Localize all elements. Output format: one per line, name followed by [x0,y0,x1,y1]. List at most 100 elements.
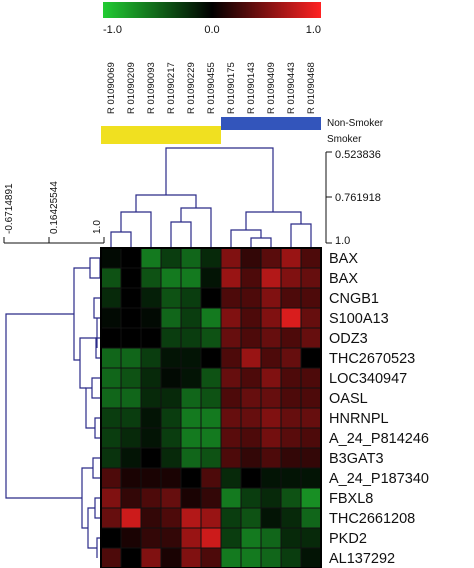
heatmap-cell [140,427,162,449]
heatmap-cell [160,507,182,529]
heatmap-cell [220,507,242,529]
group-bar-non-smoker [221,117,321,130]
sample-label: R 01090143 [246,62,257,114]
heatmap-cell [120,247,142,269]
sample-label: R 01090093 [146,62,157,114]
heatmap-cell [120,427,142,449]
heatmap-cell [140,247,162,269]
heatmap-cell [100,247,122,269]
gene-label: AL137292 [329,551,395,567]
heatmap-cell [200,527,222,549]
heatmap-cell [300,407,322,429]
heatmap-cell [140,407,162,429]
heatmap-cell [260,307,282,329]
heatmap-cell [260,287,282,309]
heatmap-cell [200,547,222,568]
heatmap-cell [220,307,242,329]
heatmap-cell [100,347,122,369]
row-scale-label-right: 1.0 [92,220,103,234]
sample-label: R 01090209 [126,62,137,114]
heatmap-cell [120,347,142,369]
gene-label: OASL [329,391,368,407]
heatmap-cell [160,447,182,469]
heatmap-cell [220,487,242,509]
heatmap-cell [100,387,122,409]
heatmap-cell [120,307,142,329]
heatmap-cell [220,547,242,568]
heatmap-cell [220,287,242,309]
heatmap-cell [260,507,282,529]
heatmap-cell [200,487,222,509]
heatmap-cell [260,367,282,389]
sample-label: R 01090069 [106,62,117,114]
heatmap-cell [140,527,162,549]
heatmap-cell [300,507,322,529]
heatmap-cell [280,247,302,269]
heatmap-cell [200,307,222,329]
heatmap-cell [300,487,322,509]
heatmap-cell [280,347,302,369]
heatmap-cell [300,307,322,329]
group-bar-smoker [101,126,221,144]
legend-smoker: Smoker [327,134,362,145]
heatmap-cell [280,307,302,329]
heatmap-cell [280,427,302,449]
heatmap-cell [180,467,202,489]
heatmap-cell [160,487,182,509]
heatmap-cell [140,267,162,289]
heatmap-cell [140,447,162,469]
heatmap-cell [300,527,322,549]
gene-label: THC2670523 [329,351,415,367]
heatmap-cell [120,467,142,489]
heatmap-cell [200,367,222,389]
legend-non-smoker: Non-Smoker [327,118,384,129]
color-scale-mid-label: 0.0 [204,24,219,36]
row-scale-label-left: -0.6714891 [4,183,15,234]
heatmap-cell [200,467,222,489]
heatmap-cell [240,427,262,449]
heatmap-cell [240,467,262,489]
heatmap-cell [100,447,122,469]
heatmap-cell [260,527,282,549]
gene-label: PKD2 [329,531,367,547]
heatmap-cell [100,267,122,289]
heatmap-cell [220,407,242,429]
heatmap-cell [120,547,142,568]
heatmap-cell [120,407,142,429]
heatmap-cell [200,407,222,429]
heatmap-cell [120,327,142,349]
heatmap-cell [300,447,322,469]
heatmap-cell [220,267,242,289]
heatmap-cell [260,327,282,349]
heatmap-cell [280,387,302,409]
heatmap-cell [140,387,162,409]
heatmap-cell [140,307,162,329]
color-scale-bar [103,2,321,18]
heatmap-cell [300,327,322,349]
heatmap-cell [180,547,202,568]
heatmap-cell [120,507,142,529]
heatmap-cell [180,327,202,349]
sample-labels: R 01090069 R 01090209 R 01090093 R 01090217… [106,62,317,114]
heatmap-cell [300,387,322,409]
heatmap-cell [280,367,302,389]
heatmap-cell [180,407,202,429]
heatmap-cell [100,327,122,349]
heatmap-cell [220,327,242,349]
column-scale-label-mid: 0.761918 [335,192,381,204]
heatmap-cell [100,487,122,509]
heatmap-cell [100,307,122,329]
heatmap-cell [220,527,242,549]
heatmap-cell [220,367,242,389]
sample-label: R 01090468 [306,62,317,114]
heatmap-cell [120,287,142,309]
heatmap-cell [180,247,202,269]
row-dendrogram-scale [3,237,105,244]
heatmap-cell [120,267,142,289]
heatmap-cell [140,347,162,369]
heatmap-cell [160,267,182,289]
heatmap-cell [260,467,282,489]
heatmap-cell [260,407,282,429]
heatmap-cell [200,287,222,309]
heatmap-cell [300,287,322,309]
